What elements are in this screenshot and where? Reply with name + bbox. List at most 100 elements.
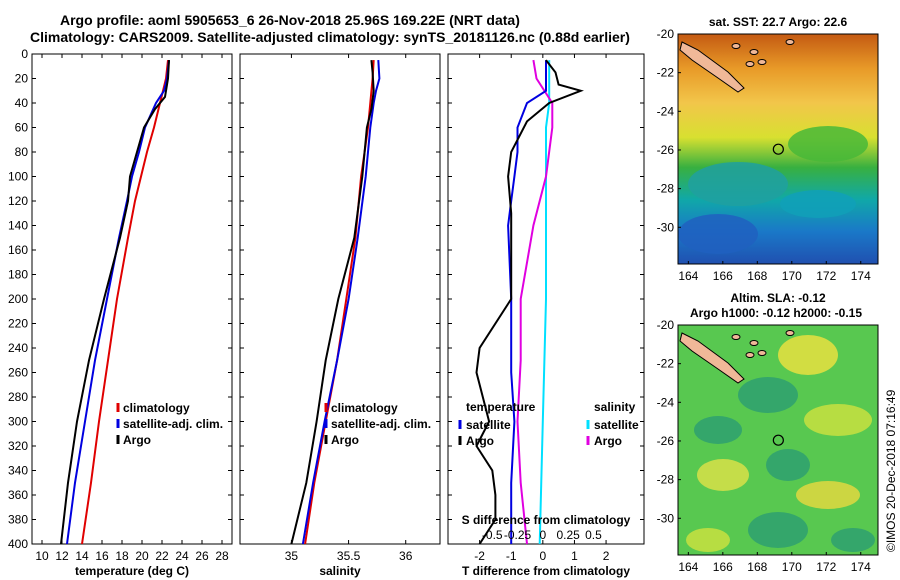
lon-tick-label: 170 bbox=[782, 560, 802, 574]
map-anomaly bbox=[748, 512, 808, 548]
argo-location-marker bbox=[772, 434, 784, 446]
lat-tick-label: -20 bbox=[657, 27, 675, 41]
lat-tick-label: -22 bbox=[657, 357, 675, 371]
y-tick-label: 320 bbox=[8, 439, 28, 453]
lat-tick-label: -24 bbox=[657, 395, 675, 409]
y-tick-label: 340 bbox=[8, 464, 28, 478]
credit-text: ©IMOS 20-Dec-2018 07:16:49 bbox=[884, 389, 898, 552]
legend-label: Argo bbox=[123, 433, 151, 447]
x-tick-label: 24 bbox=[175, 549, 189, 563]
plot-frame bbox=[31, 53, 233, 545]
map-anomaly bbox=[738, 377, 798, 413]
x-tick-label: 26 bbox=[195, 549, 209, 563]
island bbox=[745, 352, 755, 358]
panel-temperature: 0 20 40 60 80 100 120 140 160 180 200 220 240 260 280 3… bbox=[8, 47, 233, 578]
legend-label: Argo bbox=[466, 434, 494, 448]
lon-tick-label: 174 bbox=[851, 269, 871, 283]
x2-tick-label: -0.5 bbox=[482, 528, 503, 542]
y-tick-label: 220 bbox=[8, 317, 28, 331]
lon-tick-label: 168 bbox=[747, 560, 767, 574]
y-tick-label: 100 bbox=[8, 170, 28, 184]
plot-frame bbox=[239, 53, 441, 545]
island bbox=[757, 350, 767, 356]
lon-tick-label: 170 bbox=[782, 269, 802, 283]
x-tick-label: 35 bbox=[285, 549, 299, 563]
sla-map-title: Altim. SLA: -0.12 bbox=[730, 291, 826, 305]
y-tick-label: 80 bbox=[15, 145, 29, 159]
lat-tick-label: -28 bbox=[657, 473, 675, 487]
sst-map-title: sat. SST: 22.7 Argo: 22.6 bbox=[709, 15, 848, 29]
series-line-t-satellite bbox=[507, 60, 547, 544]
sst-map: -20 -22 -24 -26 -28 -30 164 166 168 170 172 174 sat.… bbox=[657, 15, 879, 283]
title-line-2: Climatology: CARS2009. Satellite-adjuste… bbox=[30, 29, 630, 45]
map-frame bbox=[677, 324, 879, 556]
y-tick-label: 200 bbox=[8, 292, 28, 306]
lon-tick-label: 164 bbox=[678, 269, 698, 283]
y-tick-label: 260 bbox=[8, 366, 28, 380]
y-tick-label: 160 bbox=[8, 243, 28, 257]
lon-tick-label: 166 bbox=[713, 269, 733, 283]
x-tick-label: -2 bbox=[474, 549, 485, 563]
y-tick-label: 280 bbox=[8, 390, 28, 404]
x-axis-label: salinity bbox=[319, 564, 361, 578]
new-caledonia-landmass bbox=[679, 332, 745, 384]
map-anomaly bbox=[688, 162, 788, 206]
x-tick-label: 2 bbox=[603, 549, 610, 563]
y-tick-label: 240 bbox=[8, 341, 28, 355]
lat-tick-label: -20 bbox=[657, 318, 675, 332]
series-line-argo bbox=[290, 60, 375, 545]
x-tick-label: 14 bbox=[75, 549, 89, 563]
legend-label: satellite bbox=[594, 418, 639, 432]
map-frame bbox=[677, 33, 879, 265]
map-anomaly bbox=[796, 481, 860, 509]
x2-tick-label: 0.5 bbox=[585, 528, 602, 542]
map-anomaly bbox=[804, 404, 872, 436]
lat-tick-label: -22 bbox=[657, 66, 675, 80]
x-axis-label: T difference from climatology bbox=[462, 564, 630, 578]
legend-label: satellite bbox=[466, 418, 511, 432]
x2-tick-label: 0 bbox=[539, 528, 546, 542]
x-tick-label: -1 bbox=[506, 549, 517, 563]
panel-salinity: 35 35.5 36 salinity climatology satellite-adj… bbox=[239, 53, 441, 578]
y-tick-label: 180 bbox=[8, 268, 28, 282]
map-anomaly bbox=[678, 214, 758, 254]
legend-label: climatology bbox=[123, 401, 190, 415]
island bbox=[785, 39, 795, 45]
legend-label: Argo bbox=[594, 434, 622, 448]
island bbox=[749, 49, 759, 55]
y-tick-label: 360 bbox=[8, 488, 28, 502]
x-tick-label: 28 bbox=[215, 549, 229, 563]
lon-tick-label: 172 bbox=[816, 269, 836, 283]
legend-label: Argo bbox=[331, 433, 359, 447]
x2-tick-label: -0.25 bbox=[504, 528, 532, 542]
map-anomaly bbox=[686, 528, 730, 552]
y-tick-label: 20 bbox=[15, 72, 29, 86]
lon-tick-label: 172 bbox=[816, 560, 836, 574]
island bbox=[745, 61, 755, 67]
lon-tick-label: 166 bbox=[713, 560, 733, 574]
lat-tick-label: -30 bbox=[657, 220, 675, 234]
series-line-s-argo bbox=[516, 59, 554, 545]
island bbox=[731, 334, 741, 340]
x-tick-label: 18 bbox=[115, 549, 129, 563]
x-tick-label: 36 bbox=[399, 549, 413, 563]
map-anomaly bbox=[766, 449, 810, 481]
series-line-argo bbox=[60, 60, 170, 545]
x-tick-label: 35.5 bbox=[337, 549, 361, 563]
island bbox=[749, 340, 759, 346]
map-anomaly bbox=[697, 459, 749, 491]
new-caledonia-landmass bbox=[679, 41, 745, 93]
map-anomaly bbox=[694, 416, 742, 444]
x-tick-label: 10 bbox=[35, 549, 49, 563]
y-tick-label: 140 bbox=[8, 219, 28, 233]
map-anomaly bbox=[831, 528, 875, 552]
y-tick-label: 400 bbox=[8, 537, 28, 551]
y-tick-label: 380 bbox=[8, 513, 28, 527]
lat-tick-label: -28 bbox=[657, 182, 675, 196]
legend-label: climatology bbox=[331, 401, 398, 415]
y-tick-label: 60 bbox=[15, 121, 29, 135]
sla-map-subtitle: Argo h1000: -0.12 h2000: -0.15 bbox=[690, 306, 862, 320]
island bbox=[731, 43, 741, 49]
y-tick-label: 40 bbox=[15, 96, 29, 110]
